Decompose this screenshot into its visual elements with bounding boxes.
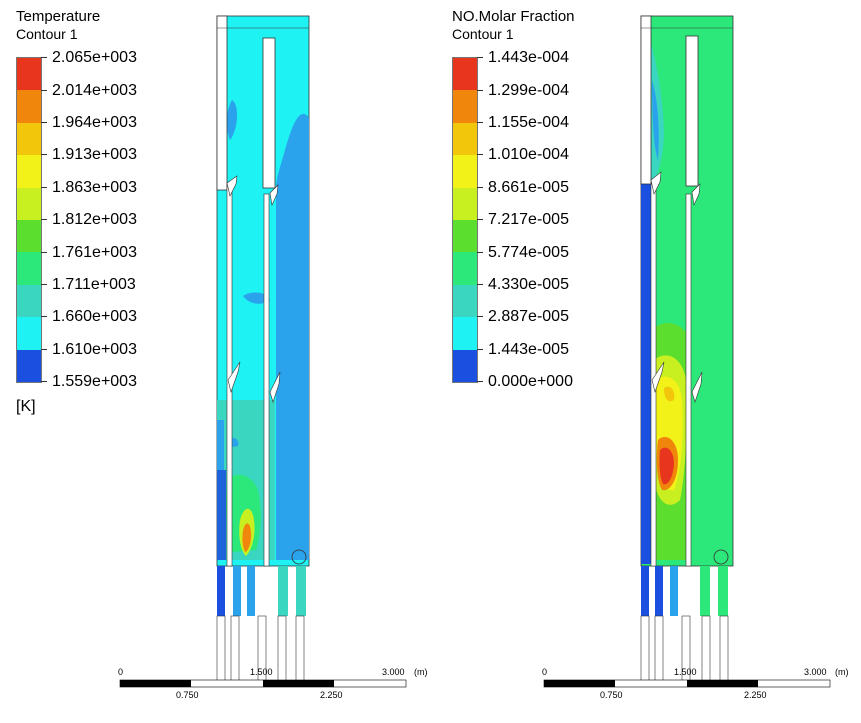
scale-unit: (m) [414, 667, 428, 677]
legend-level-1: 1.299e-004 [488, 82, 569, 99]
legend-unit: [K] [16, 398, 36, 415]
legend-level-2: 1.155e-004 [488, 114, 569, 131]
scale-q1: 0.750 [176, 690, 199, 700]
legend-level-10: 1.559e+003 [52, 373, 137, 390]
scale-mid: 1.500 [250, 667, 273, 677]
legend-level-4: 8.661e-005 [488, 179, 569, 196]
legend-level-5: 1.812e+003 [52, 211, 137, 228]
temperature-contour-panel: Temperature Contour 1 2.065e+003 2.014e+… [0, 0, 430, 723]
legend-subtitle: Contour 1 [452, 26, 514, 42]
legend-level-6: 1.761e+003 [52, 244, 137, 261]
no-molar-fraction-panel: NO.Molar Fraction Contour 1 1.443e-004 1… [430, 0, 861, 723]
legend-subtitle: Contour 1 [16, 26, 78, 42]
scale-start: 0 [542, 667, 548, 677]
legend-level-9: 1.443e-005 [488, 341, 569, 358]
no-molar-fraction-contour-plot [543, 15, 831, 688]
legend-title: Temperature [16, 8, 101, 25]
color-legend-bar [16, 57, 42, 383]
legend-level-4: 1.863e+003 [52, 179, 137, 196]
color-legend-bar [452, 57, 478, 383]
scale-end: 3.000 [382, 667, 405, 677]
legend-level-8: 2.887e-005 [488, 308, 569, 325]
scale-end: 3.000 [804, 667, 827, 677]
legend-level-7: 4.330e-005 [488, 276, 569, 293]
legend-level-6: 5.774e-005 [488, 244, 569, 261]
legend-title: NO.Molar Fraction [452, 8, 575, 25]
temperature-contour-plot [119, 15, 407, 688]
legend-level-5: 7.217e-005 [488, 211, 569, 228]
legend-level-3: 1.010e-004 [488, 146, 569, 163]
scale-mid: 1.500 [674, 667, 697, 677]
scale-start: 0 [118, 667, 124, 677]
legend-level-2: 1.964e+003 [52, 114, 137, 131]
scale-q3: 2.250 [744, 690, 767, 700]
legend-level-0: 2.065e+003 [52, 49, 137, 66]
legend-level-1: 2.014e+003 [52, 82, 137, 99]
legend-level-8: 1.660e+003 [52, 308, 137, 325]
scale-q3: 2.250 [320, 690, 343, 700]
scale-unit: (m) [835, 667, 849, 677]
legend-level-3: 1.913e+003 [52, 146, 137, 163]
legend-level-0: 1.443e-004 [488, 49, 569, 66]
legend-level-10: 0.000e+000 [488, 373, 573, 390]
legend-level-7: 1.711e+003 [52, 276, 136, 293]
scale-q1: 0.750 [600, 690, 623, 700]
legend-level-9: 1.610e+003 [52, 341, 137, 358]
